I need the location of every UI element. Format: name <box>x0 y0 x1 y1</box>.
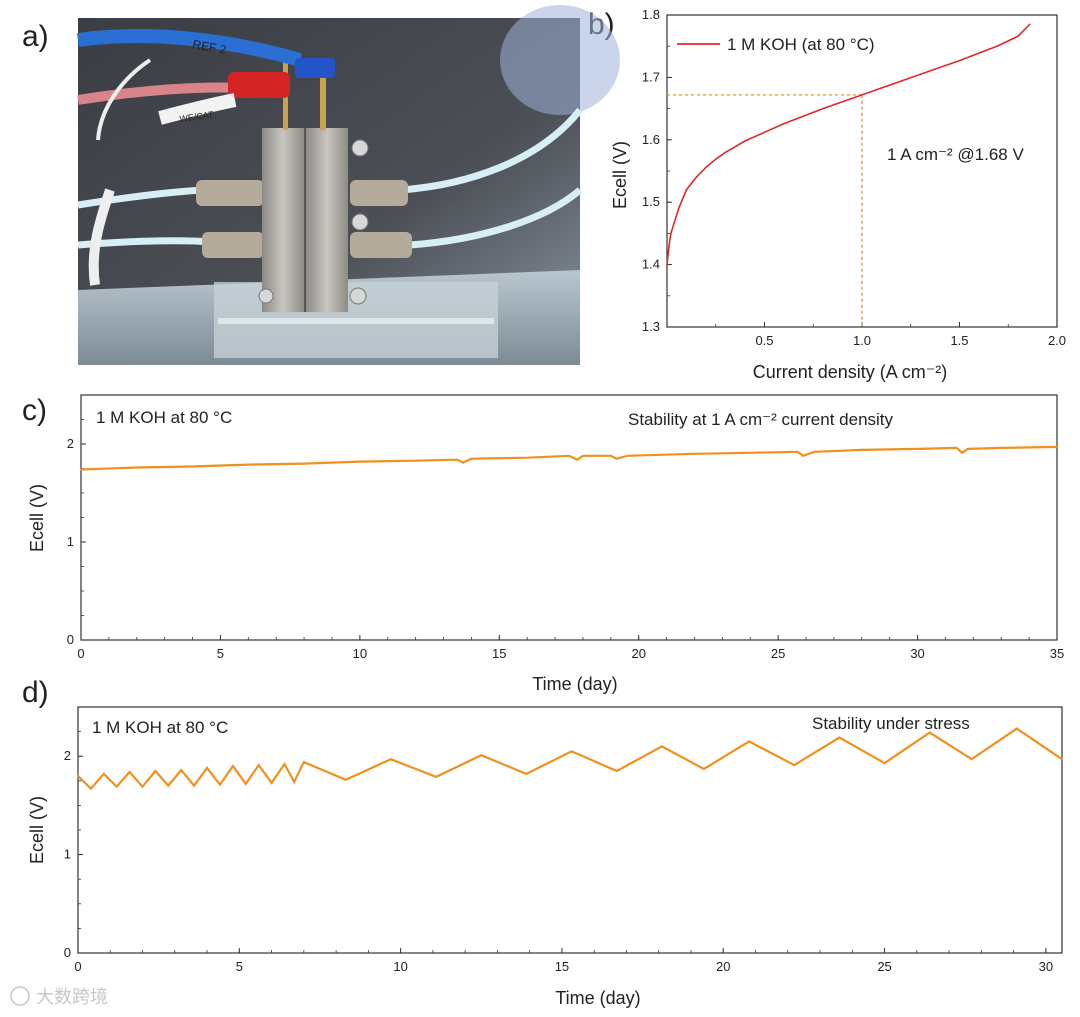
chart-b-frame <box>666 14 1058 328</box>
y-tick-label: 2 <box>64 748 71 763</box>
series-line-stress <box>77 727 1063 791</box>
y-tick-label: 0 <box>67 632 74 647</box>
x-tick-label: 25 <box>771 646 785 661</box>
fitting-right-upper <box>350 180 408 206</box>
y-tick-label: 1.7 <box>642 69 660 84</box>
y-tick-label: 1.4 <box>642 257 660 272</box>
x-tick-label: 10 <box>393 959 407 974</box>
x-tick-label: 0 <box>74 959 81 974</box>
x-tick-label: 20 <box>631 646 645 661</box>
fitting-left-lower <box>202 232 264 258</box>
white-cable-lower <box>88 188 115 286</box>
x-tick-label: 1.0 <box>853 333 871 348</box>
cable-tag-we: WE/CAT <box>179 109 215 124</box>
x-tick-label: 5 <box>236 959 243 974</box>
y-axis-label: Ecell (V) <box>27 796 47 864</box>
white-sleeve <box>158 93 237 125</box>
x-tick-label: 0.5 <box>755 333 773 348</box>
end-plate-right <box>306 128 348 312</box>
x-tick-label: 15 <box>492 646 506 661</box>
x-tick-label: 35 <box>1050 646 1064 661</box>
photo-glare <box>500 5 620 115</box>
fitting-right-lower <box>350 232 412 258</box>
x-tick-label: 2.0 <box>1048 333 1066 348</box>
blue-cable <box>77 29 302 67</box>
x-tick-label: 20 <box>716 959 730 974</box>
tube-right-upper <box>399 107 583 194</box>
x-tick-label: 25 <box>877 959 891 974</box>
chart-b: 0.5 1.0 1.5 2.0 1.3 1.4 1.5 1.6 1.7 1.8 1 M KOH (… <box>610 7 1066 382</box>
bolt <box>349 287 367 305</box>
x-tick-label: 30 <box>910 646 924 661</box>
y-axis-label: Ecell (V) <box>27 484 47 552</box>
watermark: 大数跨境 <box>10 986 108 1007</box>
y-tick-label: 2 <box>67 436 74 451</box>
watermark-text: 大数跨境 <box>36 987 108 1007</box>
y-tick-label: 0 <box>64 945 71 960</box>
x-axis-label: Current density (A cm⁻²) <box>753 362 948 382</box>
blue-clip <box>295 58 335 78</box>
y-tick-label: 1 <box>64 847 71 862</box>
x-tick-label: 10 <box>353 646 367 661</box>
panel-a-label: a) <box>22 20 49 53</box>
tube-right-lower <box>409 187 583 249</box>
electrolyzer-photo: REF 2 WE/CAT <box>77 5 620 365</box>
series-line-1m-koh <box>666 23 1031 265</box>
pin-right <box>320 58 326 130</box>
panel-d-label: d) <box>22 676 49 709</box>
x-tick-label: 0 <box>77 646 84 661</box>
y-tick-label: 1.5 <box>642 194 660 209</box>
condition-label: 1 M KOH at 80 °C <box>96 408 232 427</box>
chart-d-title: Stability under stress <box>812 714 970 733</box>
y-tick-label: 1.8 <box>642 7 660 22</box>
chart-c-title: Stability at 1 A cm⁻² current density <box>628 410 894 429</box>
watermark-logo-icon <box>10 986 30 1006</box>
y-tick-label: 1.3 <box>642 319 660 334</box>
legend-label: 1 M KOH (at 80 °C) <box>727 35 875 54</box>
bolt <box>258 288 274 304</box>
bolt <box>351 139 369 157</box>
y-tick-label: 1 <box>67 534 74 549</box>
x-tick-label: 5 <box>217 646 224 661</box>
y-tick-label: 1.6 <box>642 132 660 147</box>
white-wire <box>96 58 152 141</box>
x-tick-label: 30 <box>1039 959 1053 974</box>
chart-d: 0 5 10 15 20 25 30 0 1 2 1 M KOH at 80 °C Stabili… <box>27 706 1063 1008</box>
chart-c-frame <box>80 394 1058 641</box>
x-axis-label: Time (day) <box>555 988 640 1008</box>
annotation-1a-at-168v: 1 A cm⁻² @1.68 V <box>887 145 1024 164</box>
panel-c-label: c) <box>22 394 47 427</box>
x-tick-label: 1.5 <box>950 333 968 348</box>
end-plate-left <box>262 128 304 312</box>
cable-tag-ref2: REF 2 <box>191 37 227 57</box>
chart-c: 0 5 10 15 20 25 30 35 0 1 2 1 M KOH at 80 °C Stabi… <box>27 394 1064 694</box>
y-axis-label: Ecell (V) <box>610 141 630 209</box>
series-line-stability <box>80 445 1058 471</box>
bolt <box>351 213 369 231</box>
condition-label: 1 M KOH at 80 °C <box>92 718 228 737</box>
x-tick-label: 15 <box>555 959 569 974</box>
x-axis-label: Time (day) <box>532 674 617 694</box>
fitting-left-upper <box>196 180 264 206</box>
acrylic-edge <box>218 318 494 324</box>
red-clip <box>228 72 290 98</box>
